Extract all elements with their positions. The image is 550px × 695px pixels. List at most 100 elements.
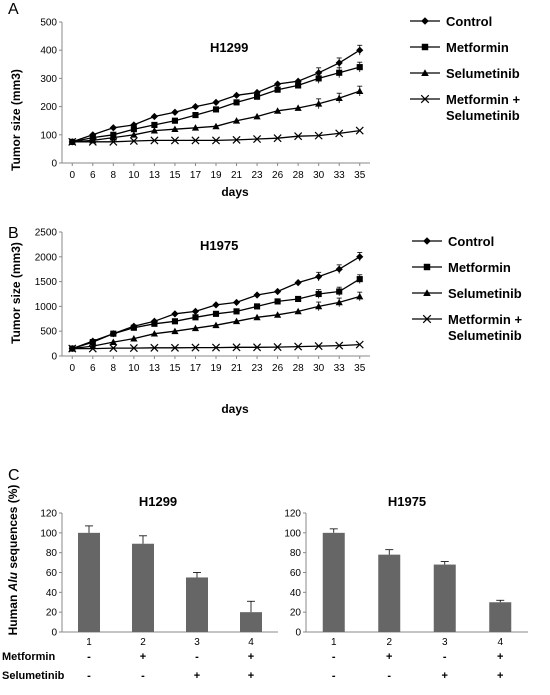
y-tick-label: 1000 xyxy=(35,302,58,313)
y-axis-label: Tumor size (mm3) xyxy=(9,69,23,171)
x-tick-label: 30 xyxy=(313,170,325,181)
x-tick-label: 4 xyxy=(497,637,503,648)
x-marker-stroke xyxy=(273,343,282,352)
triangle-marker xyxy=(253,112,261,120)
x-marker-stroke xyxy=(253,343,262,352)
diamond-marker xyxy=(356,46,364,54)
square-marker xyxy=(130,126,137,133)
diamond-marker xyxy=(315,273,323,281)
x-marker xyxy=(150,343,159,352)
legend-label: Selumetinib xyxy=(446,108,520,123)
selumetinib-sign: - xyxy=(141,670,145,682)
triangle-marker xyxy=(274,311,282,318)
triangle-marker xyxy=(171,327,179,335)
x-marker-stroke xyxy=(150,136,159,145)
triangle-marker xyxy=(335,94,343,102)
x-marker xyxy=(294,132,303,141)
x-tick-label: 33 xyxy=(334,363,346,374)
x-marker xyxy=(191,136,200,145)
diamond-marker xyxy=(294,77,302,85)
x-tick-label: 15 xyxy=(169,363,181,374)
x-tick-label: 3 xyxy=(442,637,448,648)
treatment-table: Metformin Selumetinib - - + - - + + + - - + - - + + + xyxy=(2,651,503,682)
legend-label: Selumetinib xyxy=(448,328,522,343)
square-marker xyxy=(295,295,302,303)
y-tick-label: 100 xyxy=(40,528,57,539)
y-tick-label: 80 xyxy=(290,548,302,559)
panel-b-label: B xyxy=(8,225,19,242)
x-marker xyxy=(170,136,179,145)
chart-title: H1975 xyxy=(388,494,426,509)
x-tick-label: 19 xyxy=(210,363,222,374)
square-marker xyxy=(192,314,199,321)
x-tick-label: 28 xyxy=(293,170,305,181)
x-marker xyxy=(211,136,221,145)
square-marker xyxy=(171,318,178,325)
x-tick-label: 15 xyxy=(169,170,181,181)
chart-c-h1975: H1975 0 20 40 60 80 100 120 1 2 3 4 xyxy=(284,494,528,648)
square-marker xyxy=(421,43,429,51)
x-marker-stroke xyxy=(294,132,303,141)
triangle-marker xyxy=(253,313,261,321)
y-tick-label: 40 xyxy=(290,588,302,599)
x-marker-stroke xyxy=(191,343,200,352)
square-marker xyxy=(233,99,240,106)
x-marker-stroke xyxy=(109,137,118,146)
diamond-marker xyxy=(335,59,343,67)
x-marker xyxy=(273,343,282,352)
x-marker xyxy=(88,344,97,353)
diamond-marker xyxy=(274,287,282,296)
triangle-marker xyxy=(191,124,200,131)
diamond-marker xyxy=(171,108,179,116)
triangle-marker xyxy=(232,317,241,325)
square-marker xyxy=(254,93,261,100)
square-marker xyxy=(274,298,281,305)
x-marker xyxy=(68,137,77,146)
x-marker xyxy=(109,137,118,146)
triangle-marker xyxy=(171,125,179,133)
selumetinib-sign: + xyxy=(248,670,254,682)
triangle-marker xyxy=(212,321,220,329)
x-tick-label: 2 xyxy=(386,637,392,648)
x-marker xyxy=(294,342,303,351)
x-tick-label: 26 xyxy=(272,363,284,374)
x-marker xyxy=(191,343,200,352)
x-marker-stroke xyxy=(68,137,77,146)
triangle-marker xyxy=(294,104,302,111)
metformin-sign: + xyxy=(386,651,392,663)
diamond-marker xyxy=(212,98,220,106)
square-marker xyxy=(274,86,281,93)
x-tick-label: 10 xyxy=(128,170,140,181)
x-marker-stroke xyxy=(129,344,138,353)
diamond-marker xyxy=(423,237,431,245)
x-marker-stroke xyxy=(170,136,179,145)
square-marker xyxy=(254,303,261,310)
selumetinib-row-label: Selumetinib xyxy=(2,670,65,682)
diamond-marker xyxy=(191,103,200,111)
y-tick-label: 20 xyxy=(290,608,302,619)
y-tick-label: 0 xyxy=(51,352,57,363)
x-marker-stroke xyxy=(232,135,241,144)
bar xyxy=(78,532,100,632)
square-marker xyxy=(423,263,431,271)
bar xyxy=(433,564,456,632)
metformin-sign: - xyxy=(332,651,336,663)
legend-label: Metformin xyxy=(448,260,511,275)
x-axis-label: days xyxy=(221,185,249,199)
y-tick-label: 60 xyxy=(290,568,302,579)
legend-label: Control xyxy=(446,14,492,29)
diamond-marker xyxy=(232,91,241,99)
x-tick-label: 8 xyxy=(111,363,117,374)
diamond-marker xyxy=(191,307,200,315)
y-tick-label: 40 xyxy=(46,588,58,599)
diamond-marker xyxy=(274,80,282,88)
square-marker xyxy=(356,64,363,71)
x-marker-stroke xyxy=(170,343,179,352)
x-tick-label: 1 xyxy=(331,637,337,648)
x-marker-stroke xyxy=(355,340,364,349)
y-tick-label: 0 xyxy=(295,628,301,639)
triangle-marker xyxy=(109,134,117,141)
triangle-marker xyxy=(212,122,220,130)
x-tick-label: 21 xyxy=(231,170,243,181)
